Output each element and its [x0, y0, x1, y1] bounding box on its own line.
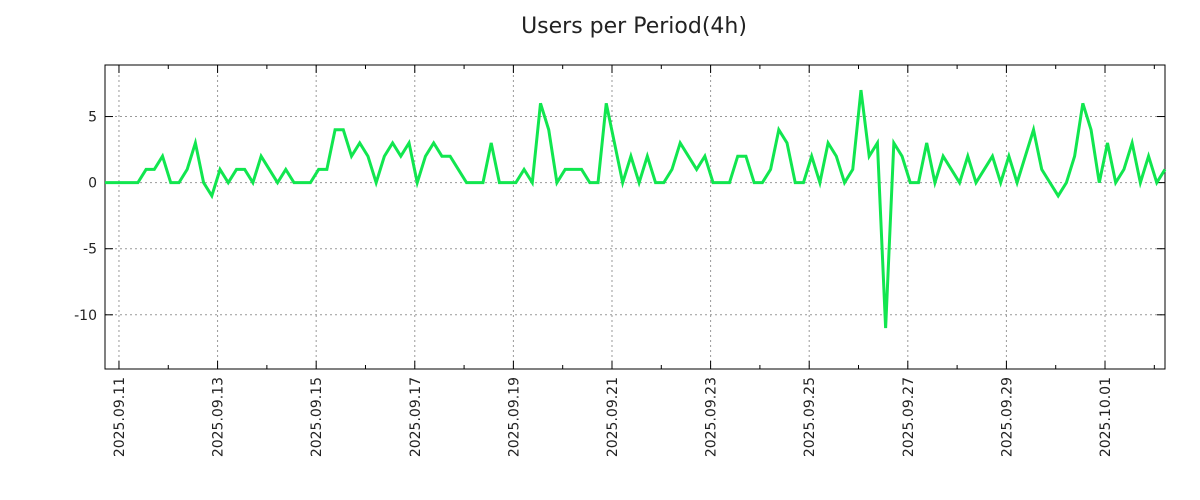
x-tick-label: 2025.09.17	[408, 377, 424, 457]
plot-frame	[104, 64, 1166, 370]
x-tick-label: 2025.09.29	[999, 377, 1015, 457]
x-tick-label: 2025.09.27	[901, 377, 917, 457]
y-tick-label: 5	[88, 110, 97, 126]
x-tick-label: 2025.09.13	[211, 377, 227, 457]
x-tick-label: 2025.09.21	[605, 377, 621, 457]
x-tick-label: 2025.09.25	[802, 377, 818, 457]
x-tick-label: 2025.09.15	[309, 377, 325, 457]
y-tick-label: -10	[74, 308, 97, 324]
x-tick-label: 2025.09.11	[112, 377, 128, 457]
users-series-line	[105, 89, 1167, 329]
y-tick-label: -5	[83, 242, 97, 258]
x-tick-label: 2025.09.23	[704, 377, 720, 457]
y-tick-label: 0	[88, 176, 97, 192]
x-tick-label: 2025.10.01	[1098, 377, 1114, 457]
chart-title: Users per Period(4h)	[521, 14, 747, 39]
x-tick-label: 2025.09.19	[506, 377, 522, 457]
